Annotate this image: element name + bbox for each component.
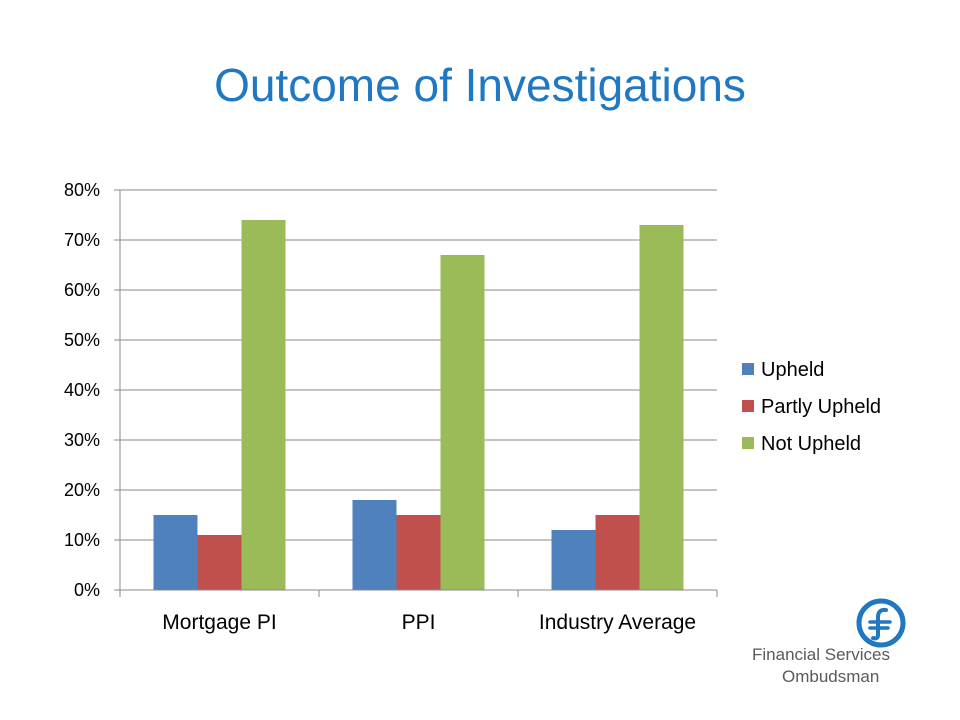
- y-axis-tick-labels: 0% 10% 20% 30% 40% 50% 60% 70% 80%: [64, 180, 100, 600]
- bar-upheld-industry-average: [551, 530, 596, 590]
- legend-label: Upheld: [761, 359, 824, 381]
- bar-upheld-ppi: [352, 500, 397, 590]
- y-tick-label: 10%: [64, 530, 100, 550]
- bar-not-upheld-ppi: [440, 255, 485, 590]
- x-tick-label: Mortgage PI: [162, 611, 276, 634]
- y-tick-label: 80%: [64, 180, 100, 200]
- logo-line-2: Ombudsman: [782, 667, 880, 686]
- y-tick-label: 50%: [64, 330, 100, 350]
- bars: [153, 220, 684, 590]
- legend-swatch: [742, 437, 754, 449]
- grid-lines: [120, 189, 717, 541]
- y-tick-label: 20%: [64, 480, 100, 500]
- bar-partly-upheld-industry-average: [595, 515, 640, 590]
- y-tick-label: 60%: [64, 280, 100, 300]
- x-axis-tick-labels: Mortgage PI PPI Industry Average: [162, 611, 696, 634]
- slide-title: Outcome of Investigations: [214, 59, 746, 111]
- legend-label: Not Upheld: [761, 433, 861, 455]
- fos-logo-mark-icon: [856, 598, 906, 648]
- y-tick-label: 70%: [64, 230, 100, 250]
- bar-partly-upheld-mortgage-pi: [197, 535, 242, 590]
- fos-logo: Financial Services Ombudsman: [752, 598, 932, 693]
- bar-partly-upheld-ppi: [396, 515, 441, 590]
- legend-swatch: [742, 400, 754, 412]
- fos-logo-wordmark: Financial Services Ombudsman: [752, 644, 932, 688]
- bar-not-upheld-industry-average: [639, 225, 684, 590]
- x-tick-label: Industry Average: [539, 611, 696, 634]
- legend-swatch: [742, 363, 754, 375]
- y-tick-label: 40%: [64, 380, 100, 400]
- legend: Upheld Partly Upheld Not Upheld: [742, 359, 881, 455]
- y-tick-label: 30%: [64, 430, 100, 450]
- bar-upheld-mortgage-pi: [153, 515, 198, 590]
- axes: [114, 189, 718, 597]
- y-tick-label: 0%: [74, 580, 100, 600]
- x-tick-label: PPI: [402, 611, 436, 634]
- bar-not-upheld-mortgage-pi: [241, 220, 286, 590]
- legend-label: Partly Upheld: [761, 396, 881, 418]
- logo-line-1: Financial Services: [752, 645, 890, 664]
